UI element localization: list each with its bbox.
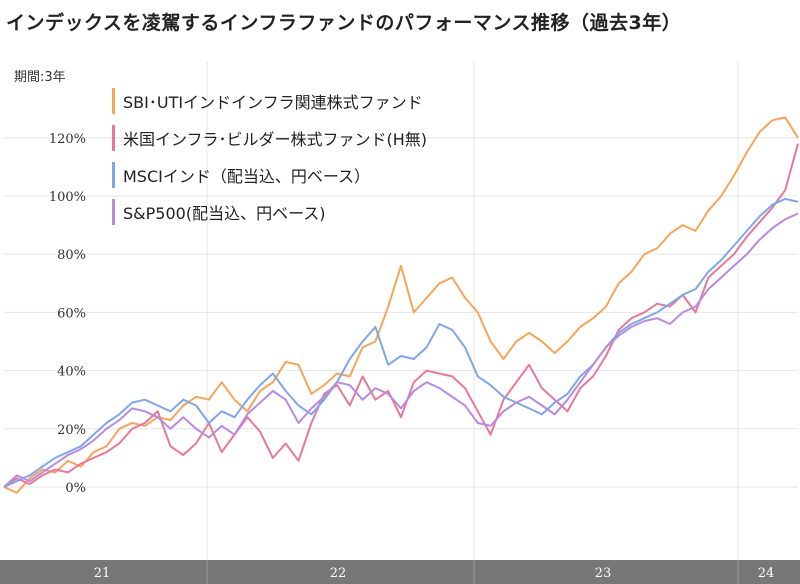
series-lines: [3, 116, 799, 494]
series-line-3: [3, 212, 799, 488]
legend-item-us-infra[interactable]: 米国インフラ･ビルダー株式ファンド(H無): [112, 125, 427, 151]
x-tick-label: 24: [758, 566, 775, 581]
legend-swatch: [112, 88, 115, 114]
y-tick-label: 120%: [49, 132, 86, 147]
chart-title: インデックスを凌駕するインフラファンドのパフォーマンス推移（過去3年）: [6, 12, 682, 34]
period-label: 期間:3年: [14, 70, 66, 85]
legend-label: SBI･UTIインドインフラ関連株式ファンド: [123, 93, 423, 112]
y-axis-ticks: 0% 20% 40% 60% 80% 100% 120%: [49, 132, 86, 496]
x-axis-ticks: 21 22 23 24: [94, 560, 775, 584]
legend-label: S&P500(配当込、円ベース): [123, 204, 326, 223]
legend-item-sp500[interactable]: S&P500(配当込、円ベース): [112, 199, 427, 225]
y-tick-label: 40%: [57, 365, 86, 380]
y-tick-label: 60%: [57, 306, 86, 321]
legend-swatch: [112, 125, 115, 151]
series-line-2: [3, 197, 799, 488]
legend-label: 米国インフラ･ビルダー株式ファンド(H無): [123, 130, 428, 149]
y-tick-label: 0%: [65, 481, 86, 496]
legend-item-msci-india[interactable]: MSCIインド（配当込、円ベース）: [112, 162, 427, 188]
legend-label: MSCIインド（配当込、円ベース）: [123, 167, 371, 186]
series-line-0: [3, 116, 799, 494]
x-tick-label: 23: [595, 566, 612, 581]
x-tick-label: 22: [330, 566, 347, 581]
y-tick-label: 20%: [57, 423, 86, 438]
x-axis-band: [0, 560, 800, 584]
y-tick-label: 100%: [49, 190, 86, 205]
y-tick-label: 80%: [57, 248, 86, 263]
legend-swatch: [112, 199, 115, 225]
grid: [4, 62, 798, 584]
legend-swatch: [112, 162, 115, 188]
x-tick-label: 21: [94, 566, 111, 581]
legend-item-sbi-uti[interactable]: SBI･UTIインドインフラ関連株式ファンド: [112, 88, 427, 114]
legend: SBI･UTIインドインフラ関連株式ファンド 米国インフラ･ビルダー株式ファンド…: [112, 88, 427, 236]
